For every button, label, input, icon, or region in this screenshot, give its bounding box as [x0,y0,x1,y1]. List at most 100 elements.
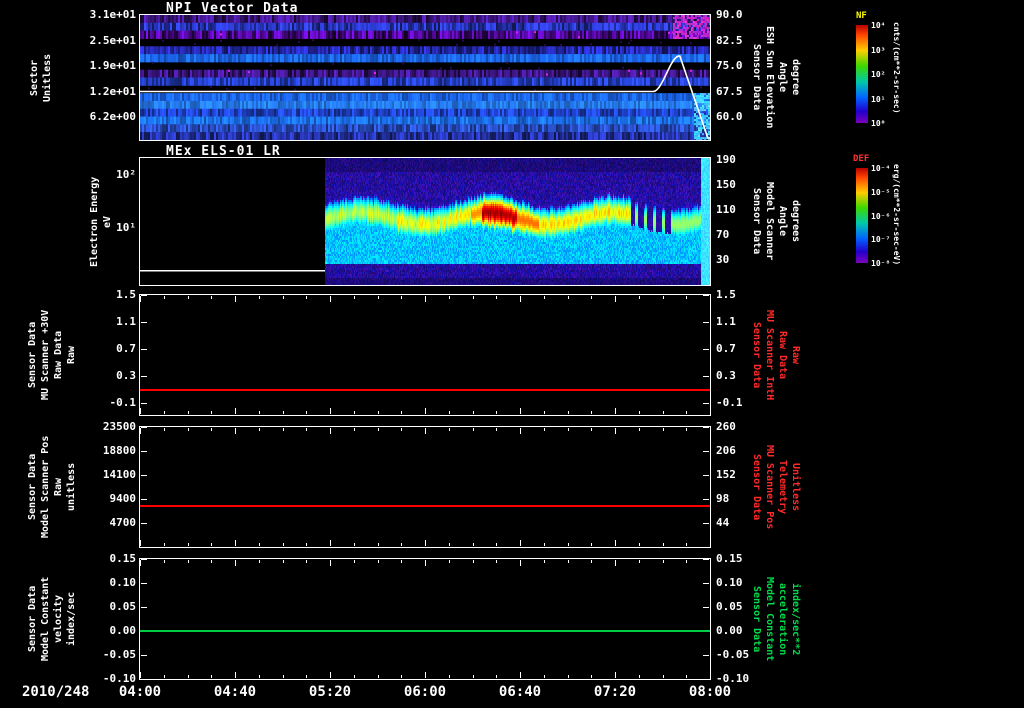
x-tick-mark [140,540,141,546]
y-tick-mark [141,403,147,404]
x-tick-mark [211,543,213,546]
right-axis-label: Sensor Data Model Constant acceleration ind… [750,559,802,679]
x-tick-mark [567,675,569,678]
colorbar-def-tick-label: 10⁻⁸ [871,259,891,268]
axis-label-line: Unitless [790,462,801,512]
axis-label-line: MU Scanner Pos [764,444,775,530]
y-tick-label-left: 0.10 [109,576,137,589]
x-tick-mark [211,296,213,299]
x-tick-mark [496,411,498,414]
model-scanner-pos-line [140,505,710,507]
colorbar-def-units: erg/(cm**2-sr-sec-eV) [892,164,901,266]
x-tick-mark [306,411,308,414]
x-tick-mark [235,560,236,566]
x-tick-mark [591,675,593,678]
axis-label-line: Telemetry [777,459,788,515]
x-tick-mark [710,408,711,414]
y-tick-label-left: -0.10 [102,672,136,685]
x-tick-mark [591,428,593,431]
x-tick-label: 08:00 [688,684,732,700]
x-tick-mark [567,296,569,299]
y-tick-mark [141,376,147,377]
panel-frame [139,558,711,680]
y-tick-mark [703,475,709,476]
y-tick-mark [703,607,709,608]
x-tick-label: 04:00 [118,684,162,700]
x-tick-mark [662,675,664,678]
x-tick-mark [710,159,711,165]
y-tick-label-right: 30 [716,253,730,266]
y-tick-label-right: -0.1 [716,396,743,409]
x-tick-mark [662,560,664,563]
y-tick-label-right: 44 [716,516,730,529]
colorbar-def-tick-label: 10⁻⁷ [871,235,891,245]
x-tick-mark [401,560,403,563]
x-tick-mark [163,675,165,678]
y-tick-label-right: 90.0 [716,8,743,21]
x-tick-mark [401,296,403,299]
y-tick-label-right: 0.05 [716,600,743,613]
x-tick-mark [140,672,141,678]
x-tick-mark [282,296,284,299]
y-tick-label-left: 4700 [109,516,137,529]
x-tick-mark [567,543,569,546]
els-spectrogram-canvas [140,158,710,285]
x-tick-mark [686,543,688,546]
x-tick-mark [377,560,379,563]
x-tick-mark [710,16,711,22]
x-tick-mark [567,560,569,563]
axis-label-line: Sensor Data [27,453,38,521]
x-tick-mark [496,428,498,431]
y-tick-mark [703,349,709,350]
right-axis-label: Sensor Data ESH Sun Elevation Angle degree [750,15,802,140]
x-tick-mark [662,411,664,414]
right-axis-label: Sensor Data MU Scanner IntH Raw Data Raw [750,295,802,415]
x-tick-label: 07:20 [593,684,637,700]
y-tick-label-left: 0.05 [109,600,137,613]
x-tick-mark [353,560,355,563]
x-tick-mark [377,428,379,431]
x-tick-mark [330,408,331,414]
x-tick-mark [472,296,474,299]
x-tick-mark [163,411,165,414]
x-tick-mark [258,543,260,546]
x-tick-mark [520,560,521,566]
x-tick-mark [330,540,331,546]
y-tick-label-right: 70 [716,228,730,241]
y-tick-mark [141,295,147,296]
x-tick-mark [377,411,379,414]
model-constant-velocity-line [140,630,710,632]
x-tick-mark [638,296,640,299]
x-tick-mark [543,411,545,414]
x-tick-mark [306,675,308,678]
x-tick-mark [235,672,236,678]
y-tick-label-right: 150 [716,178,736,191]
x-tick-mark [615,428,616,434]
x-tick-mark [496,543,498,546]
y-tick-mark [141,499,147,500]
y-tick-label-left: 1.9e+01 [89,59,136,72]
x-tick-mark [686,675,688,678]
x-tick-mark [163,428,165,431]
x-tick-mark [330,428,331,434]
y-tick-mark [141,607,147,608]
x-tick-mark [591,560,593,563]
y-tick-label-left: 0.3 [116,369,136,382]
y-tick-label-right: 0.00 [716,624,743,637]
x-tick-mark [472,675,474,678]
x-tick-mark [686,560,688,563]
x-tick-mark [448,675,450,678]
axis-label-line: Model Constant [764,576,775,662]
x-tick-mark [520,428,521,434]
y-tick-label-left: 14100 [102,468,136,481]
left-axis-label: Sector Unitless [28,15,54,140]
axis-label-line: eV [102,215,113,228]
x-tick-mark [425,428,426,434]
x-tick-mark [472,428,474,431]
axis-label-line: ESH Sun Elevation [764,26,775,129]
x-tick-mark [282,675,284,678]
y-tick-label-left: 23500 [102,420,136,433]
x-tick-mark [710,296,711,302]
x-tick-mark [615,296,616,302]
